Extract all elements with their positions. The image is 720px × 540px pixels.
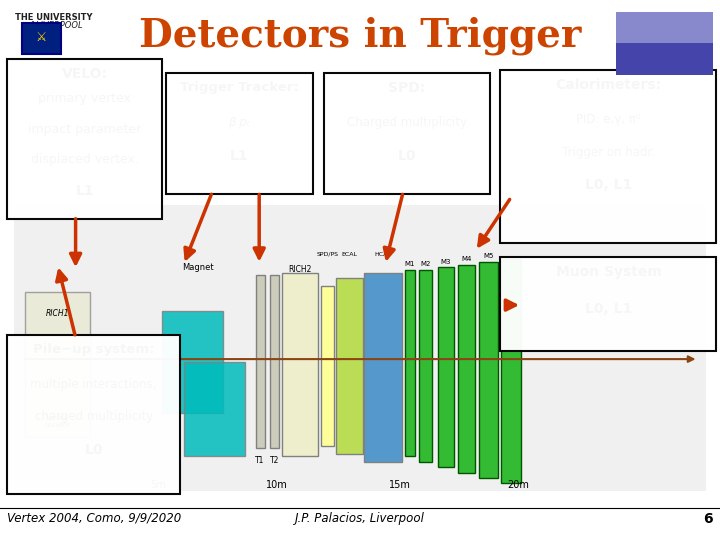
Text: β pₜ: β pₜ bbox=[228, 116, 251, 129]
FancyBboxPatch shape bbox=[162, 310, 223, 413]
FancyBboxPatch shape bbox=[22, 23, 61, 54]
FancyBboxPatch shape bbox=[166, 73, 313, 194]
FancyBboxPatch shape bbox=[438, 267, 454, 467]
Text: M2: M2 bbox=[420, 261, 431, 267]
FancyBboxPatch shape bbox=[25, 292, 90, 437]
Text: M3: M3 bbox=[441, 259, 451, 265]
Text: 6: 6 bbox=[703, 512, 713, 526]
FancyBboxPatch shape bbox=[616, 43, 713, 75]
Text: Muon System: Muon System bbox=[556, 265, 661, 279]
Text: Vertex
Locator: Vertex Locator bbox=[45, 415, 71, 428]
Text: Charged multiplicity: Charged multiplicity bbox=[347, 116, 467, 129]
FancyBboxPatch shape bbox=[282, 273, 318, 456]
FancyBboxPatch shape bbox=[324, 73, 490, 194]
Text: impact parameter: impact parameter bbox=[28, 123, 141, 136]
Text: charged multiplicity: charged multiplicity bbox=[35, 410, 153, 423]
FancyBboxPatch shape bbox=[500, 256, 716, 351]
Text: VELO:: VELO: bbox=[62, 68, 107, 82]
Text: Magnet: Magnet bbox=[182, 263, 214, 272]
Text: 5m: 5m bbox=[150, 480, 166, 490]
FancyBboxPatch shape bbox=[7, 59, 162, 219]
FancyBboxPatch shape bbox=[7, 335, 180, 494]
FancyBboxPatch shape bbox=[501, 259, 521, 483]
Text: L0, L1: L0, L1 bbox=[585, 302, 632, 316]
FancyBboxPatch shape bbox=[270, 275, 279, 448]
FancyBboxPatch shape bbox=[458, 265, 475, 472]
Text: Trigger Tracker:: Trigger Tracker: bbox=[180, 81, 299, 94]
Text: RICH1: RICH1 bbox=[46, 309, 69, 318]
Text: 15m: 15m bbox=[389, 480, 410, 490]
Text: 10m: 10m bbox=[266, 480, 288, 490]
Text: PID: e,γ, π⁰: PID: e,γ, π⁰ bbox=[576, 113, 641, 126]
FancyBboxPatch shape bbox=[364, 273, 402, 462]
Text: Vertex 2004, Como, 9/9/2020: Vertex 2004, Como, 9/9/2020 bbox=[7, 512, 181, 525]
Text: SPD:: SPD: bbox=[388, 81, 426, 95]
FancyBboxPatch shape bbox=[405, 270, 415, 456]
Text: T1: T1 bbox=[255, 456, 265, 465]
Text: M5: M5 bbox=[483, 253, 493, 259]
FancyBboxPatch shape bbox=[256, 275, 265, 448]
Text: J.P. Palacios, Liverpool: J.P. Palacios, Liverpool bbox=[295, 512, 425, 525]
Text: multiple interactions,: multiple interactions, bbox=[30, 378, 157, 391]
Text: M1: M1 bbox=[405, 261, 415, 267]
FancyBboxPatch shape bbox=[14, 205, 706, 491]
Text: T2: T2 bbox=[269, 456, 279, 465]
FancyBboxPatch shape bbox=[479, 262, 498, 478]
Text: Pile−up system:: Pile−up system: bbox=[33, 343, 154, 356]
Text: of LIVERPOOL: of LIVERPOOL bbox=[25, 21, 83, 30]
Text: L0, L1: L0, L1 bbox=[585, 178, 632, 192]
Text: Detectors in Trigger: Detectors in Trigger bbox=[139, 16, 581, 55]
Text: HCAL: HCAL bbox=[374, 252, 392, 256]
FancyBboxPatch shape bbox=[419, 270, 432, 462]
FancyBboxPatch shape bbox=[616, 12, 713, 43]
Text: displaced vertex.: displaced vertex. bbox=[31, 153, 138, 166]
Text: Calorimeters:: Calorimeters: bbox=[555, 78, 662, 92]
Text: L0: L0 bbox=[397, 148, 416, 163]
FancyBboxPatch shape bbox=[500, 70, 716, 243]
FancyBboxPatch shape bbox=[321, 286, 334, 445]
Text: primary vertex: primary vertex bbox=[38, 92, 131, 105]
Text: M4: M4 bbox=[462, 256, 472, 262]
Text: L1: L1 bbox=[230, 148, 248, 163]
Text: L1: L1 bbox=[76, 184, 94, 198]
Text: 20m: 20m bbox=[508, 480, 529, 490]
FancyBboxPatch shape bbox=[184, 362, 245, 456]
Text: ⚔: ⚔ bbox=[35, 31, 47, 44]
Text: ECAL: ECAL bbox=[341, 252, 357, 256]
Text: L0: L0 bbox=[84, 443, 103, 457]
Text: SPD/PS: SPD/PS bbox=[317, 252, 338, 256]
Text: Trigger on hadr.: Trigger on hadr. bbox=[562, 146, 655, 159]
Text: ICHEP: ICHEP bbox=[643, 53, 685, 64]
Text: RICH2: RICH2 bbox=[289, 266, 312, 274]
FancyBboxPatch shape bbox=[336, 278, 363, 454]
Text: THE UNIVERSITY: THE UNIVERSITY bbox=[15, 14, 93, 23]
Text: LHCb: LHCb bbox=[642, 21, 685, 35]
